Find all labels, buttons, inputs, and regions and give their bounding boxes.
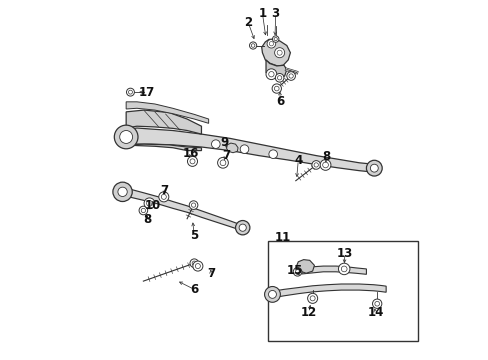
Circle shape xyxy=(235,221,249,235)
Circle shape xyxy=(113,182,132,202)
Circle shape xyxy=(268,291,276,298)
Circle shape xyxy=(144,198,155,209)
Text: 10: 10 xyxy=(144,199,161,212)
Bar xyxy=(267,241,418,341)
Circle shape xyxy=(189,201,198,210)
Circle shape xyxy=(217,157,228,168)
Circle shape xyxy=(372,299,381,309)
Text: 9: 9 xyxy=(220,136,228,149)
Text: 11: 11 xyxy=(275,231,291,244)
Text: 14: 14 xyxy=(366,306,383,319)
Text: 6: 6 xyxy=(190,283,198,296)
Circle shape xyxy=(307,293,317,303)
Text: 7: 7 xyxy=(206,267,215,280)
Circle shape xyxy=(311,161,320,169)
Circle shape xyxy=(264,287,280,302)
Circle shape xyxy=(272,36,278,42)
Text: 15: 15 xyxy=(286,264,302,277)
Text: 6: 6 xyxy=(276,95,284,108)
Circle shape xyxy=(265,69,276,80)
Circle shape xyxy=(192,261,203,271)
Circle shape xyxy=(120,131,132,143)
Text: 2: 2 xyxy=(244,16,252,29)
Circle shape xyxy=(211,140,220,148)
Text: 7: 7 xyxy=(222,149,229,162)
Circle shape xyxy=(271,84,281,93)
Text: 1: 1 xyxy=(258,7,266,20)
Circle shape xyxy=(286,72,295,80)
Circle shape xyxy=(118,187,127,197)
Circle shape xyxy=(239,224,246,231)
Circle shape xyxy=(240,145,248,153)
Circle shape xyxy=(126,88,134,96)
Polygon shape xyxy=(301,266,366,274)
Text: 13: 13 xyxy=(336,247,352,260)
Polygon shape xyxy=(124,188,241,230)
Text: 12: 12 xyxy=(300,306,317,319)
Text: 16: 16 xyxy=(182,147,199,159)
Circle shape xyxy=(275,73,284,82)
Circle shape xyxy=(266,40,275,48)
Polygon shape xyxy=(261,39,290,66)
Polygon shape xyxy=(226,143,238,153)
Circle shape xyxy=(249,42,256,49)
Text: 4: 4 xyxy=(294,154,302,167)
Circle shape xyxy=(320,159,330,170)
Polygon shape xyxy=(126,110,201,150)
Text: 8: 8 xyxy=(322,150,330,163)
Text: 17: 17 xyxy=(139,86,155,99)
Polygon shape xyxy=(265,60,286,79)
Polygon shape xyxy=(126,102,208,123)
Circle shape xyxy=(190,259,198,267)
Circle shape xyxy=(187,156,197,166)
Circle shape xyxy=(366,160,382,176)
Circle shape xyxy=(338,263,349,275)
Circle shape xyxy=(268,150,277,158)
Circle shape xyxy=(274,48,284,58)
Text: 8: 8 xyxy=(142,213,151,226)
Circle shape xyxy=(369,164,378,172)
Text: 5: 5 xyxy=(190,229,198,242)
Text: 3: 3 xyxy=(271,7,279,20)
Polygon shape xyxy=(126,128,373,172)
Circle shape xyxy=(139,206,147,215)
Circle shape xyxy=(159,192,168,202)
Circle shape xyxy=(293,267,301,276)
Text: 7: 7 xyxy=(160,184,168,197)
Polygon shape xyxy=(296,260,314,273)
Polygon shape xyxy=(273,284,386,298)
Circle shape xyxy=(114,125,138,149)
